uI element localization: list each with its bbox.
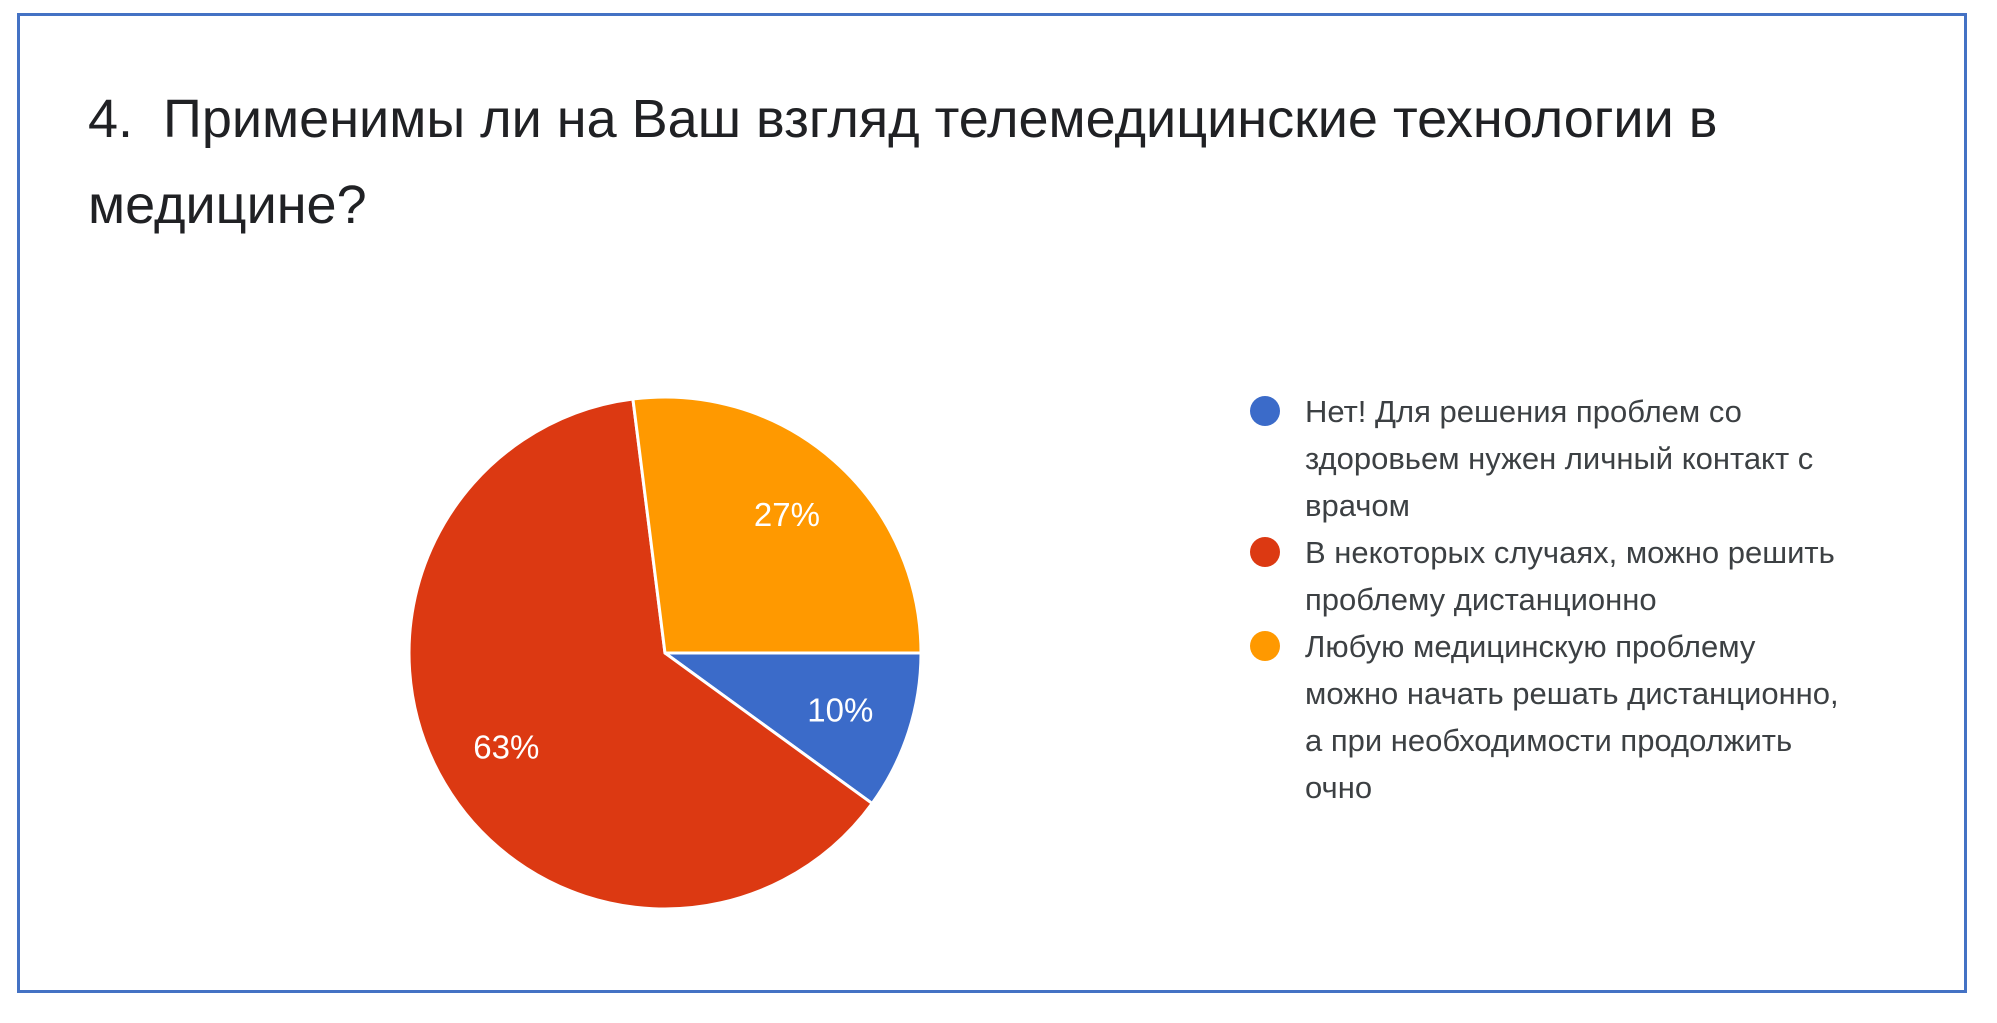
pie-slice xyxy=(663,651,923,805)
legend-item: Нет! Для решения проблем со здоровьем ну… xyxy=(1250,388,1850,529)
legend-item: В некоторых случаях, можно решить пробле… xyxy=(1250,529,1850,623)
legend-label: Нет! Для решения проблем со здоровьем ну… xyxy=(1305,394,1814,523)
legend-item: Любую медицинскую проблему можно начать … xyxy=(1250,623,1850,811)
pie-slice-label: 10% xyxy=(807,692,873,729)
legend-label: Любую медицинскую проблему можно начать … xyxy=(1305,629,1839,805)
legend-color-dot xyxy=(1250,537,1280,567)
legend-color-dot xyxy=(1250,631,1280,661)
pie-slice-label: 63% xyxy=(473,728,539,765)
pie-slice-label: 27% xyxy=(754,496,820,533)
legend-label: В некоторых случаях, можно решить пробле… xyxy=(1305,535,1835,617)
legend-color-dot xyxy=(1250,396,1280,426)
pie-slice xyxy=(631,395,923,655)
chart-legend: Нет! Для решения проблем со здоровьем ну… xyxy=(1250,388,1850,811)
pie-chart: 10% 63% 27% xyxy=(407,395,923,911)
question-title: 4. Применимы ли на Ваш взгляд телемедици… xyxy=(88,89,1733,236)
pie-slice xyxy=(407,397,874,911)
